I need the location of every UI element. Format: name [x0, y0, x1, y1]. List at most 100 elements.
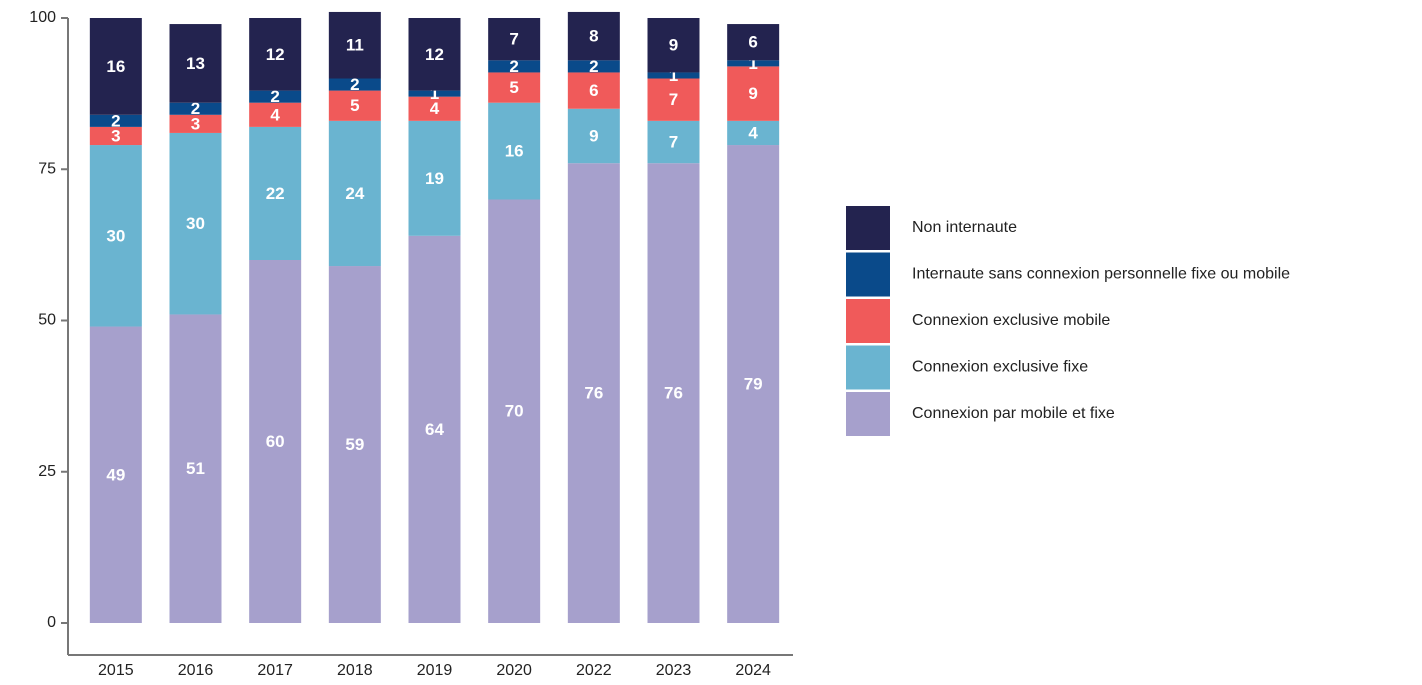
legend-swatch: [846, 252, 890, 297]
bar-segment: [488, 18, 541, 61]
x-tick-label: 2018: [337, 662, 373, 679]
bar-segment: [727, 145, 780, 624]
data-label: 22: [266, 184, 285, 203]
data-label: 49: [106, 465, 125, 484]
bar-segment: [249, 18, 302, 91]
data-label: 7: [669, 133, 678, 152]
bar-segment: [408, 90, 461, 97]
data-label: 3: [111, 126, 120, 145]
bar-segment: [647, 18, 700, 73]
x-tick-label: 2022: [576, 662, 612, 679]
data-label: 6: [589, 81, 598, 100]
data-label: 2: [509, 57, 518, 76]
data-label: 12: [425, 45, 444, 64]
legend-label: Non internaute: [912, 219, 1017, 236]
data-label: 70: [505, 402, 524, 421]
bar-segment: [89, 114, 142, 127]
data-label: 4: [748, 123, 758, 142]
data-label: 2: [350, 75, 359, 94]
y-tick-label: 25: [38, 463, 56, 480]
bar-segment: [249, 90, 302, 103]
bar-segment: [408, 120, 461, 236]
data-label: 16: [106, 57, 125, 76]
data-label: 16: [505, 142, 524, 161]
data-label: 1: [748, 54, 757, 73]
data-label: 64: [425, 420, 444, 439]
data-label: 4: [270, 105, 280, 124]
data-label: 60: [266, 432, 285, 451]
data-label: 51: [186, 459, 205, 478]
x-tick-label: 2020: [496, 662, 532, 679]
bar-segment: [249, 102, 302, 127]
data-label: 11: [346, 36, 364, 55]
bar-segment: [727, 120, 780, 146]
bar-segment: [647, 120, 700, 164]
bar-segment: [488, 60, 541, 73]
bar-segment: [408, 18, 461, 91]
bar-segment: [89, 18, 142, 115]
x-tick-label: 2015: [98, 662, 134, 679]
bar-segment: [169, 114, 222, 133]
bar-segment: [647, 163, 700, 623]
legend-swatch: [846, 392, 890, 436]
bar-segment: [249, 126, 302, 261]
x-tick-label: 2024: [735, 662, 771, 679]
data-label: 76: [584, 384, 603, 403]
bar-segment: [328, 11, 381, 79]
data-label: 9: [669, 36, 678, 55]
bar-segment: [89, 145, 142, 327]
bar-segment: [727, 24, 780, 61]
y-tick-label: 0: [47, 614, 56, 631]
bar-segment: [567, 11, 620, 61]
bar-segment: [408, 96, 461, 121]
x-tick-label: 2023: [656, 662, 692, 679]
bar-segment: [328, 90, 381, 121]
data-label: 76: [664, 384, 683, 403]
data-label: 2: [111, 111, 120, 130]
bar-segment: [727, 60, 780, 67]
bar-segment: [408, 235, 461, 624]
bar-segment: [567, 60, 620, 73]
y-tick-label: 50: [38, 312, 56, 329]
data-label: 2: [191, 99, 200, 118]
bar-segment: [249, 260, 302, 623]
data-label: 24: [345, 184, 364, 203]
bar-segment: [328, 78, 381, 91]
data-label: 4: [430, 99, 440, 118]
bar-segment: [727, 66, 780, 121]
data-label: 2: [589, 57, 598, 76]
bar-segment: [567, 72, 620, 109]
data-label: 3: [191, 114, 200, 133]
x-tick-label: 2019: [417, 662, 453, 679]
data-label: 8: [589, 27, 598, 46]
legend-label: Connexion par mobile et fixe: [912, 405, 1115, 422]
data-label: 5: [509, 78, 518, 97]
bar-segment: [169, 102, 222, 115]
data-label: 7: [509, 30, 518, 49]
x-tick-label: 2016: [178, 662, 214, 679]
legend-swatch: [846, 345, 890, 390]
legend-swatch: [846, 206, 890, 250]
data-label: 12: [266, 45, 285, 64]
bar-segment: [169, 24, 222, 103]
bar-segment: [567, 108, 620, 164]
legend-swatch: [846, 299, 890, 343]
legend-label: Internaute sans connexion personnelle fi…: [912, 266, 1290, 283]
legend-label: Connexion exclusive mobile: [912, 312, 1110, 329]
bar-segment: [647, 78, 700, 121]
data-label: 30: [186, 214, 205, 233]
data-label: 9: [748, 84, 757, 103]
bar-segment: [89, 126, 142, 146]
bar-segment: [328, 266, 381, 623]
data-label: 9: [589, 126, 598, 145]
data-label: 2: [270, 87, 279, 106]
data-label: 1: [669, 66, 678, 85]
bar-segment: [488, 199, 541, 623]
data-label: 19: [425, 169, 444, 188]
data-label: 6: [748, 33, 757, 52]
bar-segment: [488, 72, 541, 103]
data-label: 5: [350, 96, 359, 115]
data-label: 1: [430, 84, 439, 103]
bar-segment: [89, 326, 142, 623]
